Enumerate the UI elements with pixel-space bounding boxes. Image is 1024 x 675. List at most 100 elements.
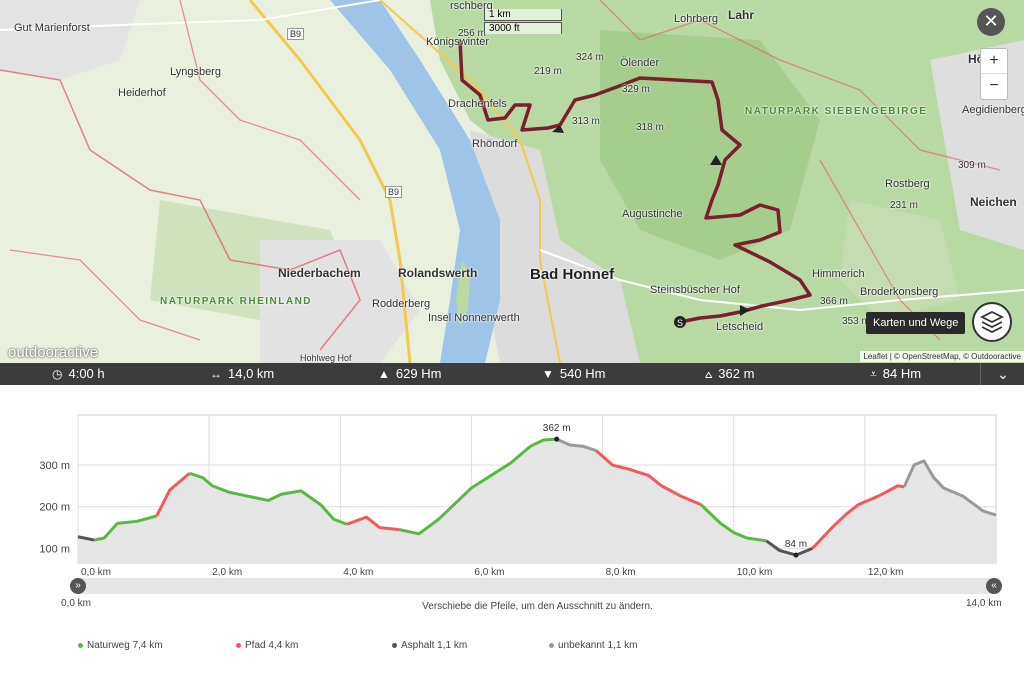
place-label: Himmerich (812, 268, 865, 280)
place-label: Heiderhof (118, 87, 166, 99)
place-label: Drachenfels (448, 98, 507, 110)
layers-icon (979, 310, 1005, 334)
surface-segment-pfad (346, 515, 400, 532)
place-label: Lahr (728, 8, 755, 22)
place-label: Königswinter (426, 36, 489, 48)
surface-segment-unbekannt (556, 437, 597, 452)
park-label: NATURPARK RHEINLAND (160, 296, 313, 307)
surface-segment-pfad (811, 484, 905, 550)
legend-dot (236, 642, 241, 648)
surface-segment-naturweg (699, 503, 767, 543)
height-label: 313 m (572, 116, 600, 127)
map-view[interactable]: S Gut Marienforst Lyngsberg Heiderhof Ni… (0, 0, 1024, 363)
x-tick-label: 12,0 km (868, 567, 904, 578)
outdooractive-logo: outdooractive (8, 344, 99, 361)
scale-ft: 3000 ft (484, 22, 562, 34)
x-tick-label: 8,0 km (606, 567, 636, 578)
min-point-marker (793, 552, 799, 558)
place-label: Gut Marienforst (14, 22, 90, 34)
place-label: Rhöndorf (472, 138, 518, 150)
surface-segment-naturweg (398, 437, 557, 536)
surface-segment-unbekannt (902, 459, 997, 517)
place-label: Rodderberg (372, 298, 431, 310)
surface-segment-pfad (595, 449, 702, 507)
layers-button[interactable] (972, 302, 1012, 342)
zoom-control: + − (980, 48, 1008, 100)
ascent-icon: ▲ (378, 367, 390, 381)
place-label: Insel Nonnenwerth (428, 312, 520, 324)
range-slider[interactable]: » « (70, 578, 1002, 594)
stat-distance: ↔ 14,0 km (210, 366, 275, 381)
stat-highest: ⩟ 362 m (705, 366, 755, 381)
legend-item: Pfad 4,4 km (236, 640, 298, 651)
surface-segment-asphalt (765, 539, 813, 557)
height-label: 231 m (890, 200, 918, 211)
height-label: 366 m (820, 296, 848, 307)
svg-text:S: S (677, 318, 683, 328)
chevron-down-icon[interactable]: ⌄ (980, 363, 1024, 385)
min-point-label: 84 m (785, 539, 807, 550)
height-label: 324 m (576, 52, 604, 63)
highest-point-icon: ⩟ (705, 367, 713, 381)
place-label: Rolandswerth (398, 266, 478, 280)
place-label: Neichen (970, 195, 1017, 209)
legend-item: unbekannt 1,1 km (549, 640, 638, 651)
height-label: 353 m (842, 316, 870, 327)
stat-duration: ◷ 4:00 h (52, 366, 105, 381)
height-label: 219 m (534, 66, 562, 77)
place-label: Augustinche (622, 208, 683, 220)
height-label: 329 m (622, 84, 650, 95)
descent-icon: ▼ (542, 367, 554, 381)
stat-ascent: ▲ 629 Hm (378, 366, 442, 381)
x-tick-label: 2,0 km (212, 567, 242, 578)
layers-tooltip: Karten und Wege (866, 312, 966, 334)
y-tick-label: 300 m (39, 460, 70, 472)
zoom-out-button[interactable]: − (989, 77, 999, 94)
max-point-label: 362 m (543, 423, 571, 434)
stat-lowest: ⩡ 84 Hm (870, 366, 922, 381)
elevation-chart: 300 m 200 m 100 m 0,0 km 2,0 km 4,0 km 6,0 km 8… (39, 414, 997, 578)
y-tick-label: 200 m (39, 502, 70, 514)
place-label: Aegidienberg (962, 104, 1024, 116)
scale-km: 1 km (484, 9, 562, 21)
lowest-point-icon: ⩡ (870, 367, 877, 381)
map-scale: 1 km 3000 ft (484, 9, 562, 35)
legend-dot (78, 642, 83, 648)
legend-dot (549, 642, 554, 648)
place-label: Hohlweg Hof (300, 353, 352, 363)
close-icon[interactable]: ✕ (977, 8, 1005, 36)
map-canvas[interactable]: S (0, 0, 1024, 363)
slider-right-handle[interactable]: « (986, 578, 1002, 594)
place-label: Rostberg (885, 178, 930, 190)
height-label: 309 m (958, 160, 986, 171)
slider-left-handle[interactable]: » (70, 578, 86, 594)
legend-dot (392, 642, 397, 648)
place-label: Lohrberg (674, 13, 719, 25)
place-label: rschberg (450, 0, 493, 12)
slider-end-label: 14,0 km (966, 598, 1002, 609)
road-label: B9 (385, 186, 403, 198)
height-label: 256 m (458, 28, 486, 39)
x-tick-label: 10,0 km (737, 567, 773, 578)
surface-segment-naturweg (189, 471, 348, 526)
route-line (458, 39, 812, 324)
surface-segment-pfad (155, 472, 191, 517)
map-attribution[interactable]: Leaflet | © OpenStreetMap, © Outdooracti… (860, 351, 1024, 362)
surface-segment-asphalt (77, 535, 95, 542)
place-label: Steinsbüscher Hof (650, 284, 740, 296)
max-point-marker (554, 436, 560, 442)
zoom-in-button[interactable]: + (981, 49, 1007, 74)
road-label: B9 (287, 28, 305, 40)
stat-descent: ▼ 540 Hm (542, 366, 606, 381)
height-label: 318 m (636, 122, 664, 133)
slider-start-label: 0,0 km (61, 598, 92, 609)
park-label: NATURPARK SIEBENGEBIRGE (745, 106, 928, 117)
slider-hint: Verschiebe die Pfeile, um den Ausschnitt… (422, 601, 653, 612)
legend-item: Asphalt 1,1 km (392, 640, 467, 651)
elevation-profile[interactable]: 300 m 200 m 100 m 0,0 km 2,0 km 4,0 km 6,0 km 8… (0, 385, 1024, 585)
elevation-area (78, 439, 996, 563)
place-label: Broderkonsberg (860, 286, 939, 298)
legend-item: Naturweg 7,4 km (78, 640, 163, 651)
clock-icon: ◷ (52, 367, 63, 381)
place-label: Ölender (620, 57, 660, 69)
